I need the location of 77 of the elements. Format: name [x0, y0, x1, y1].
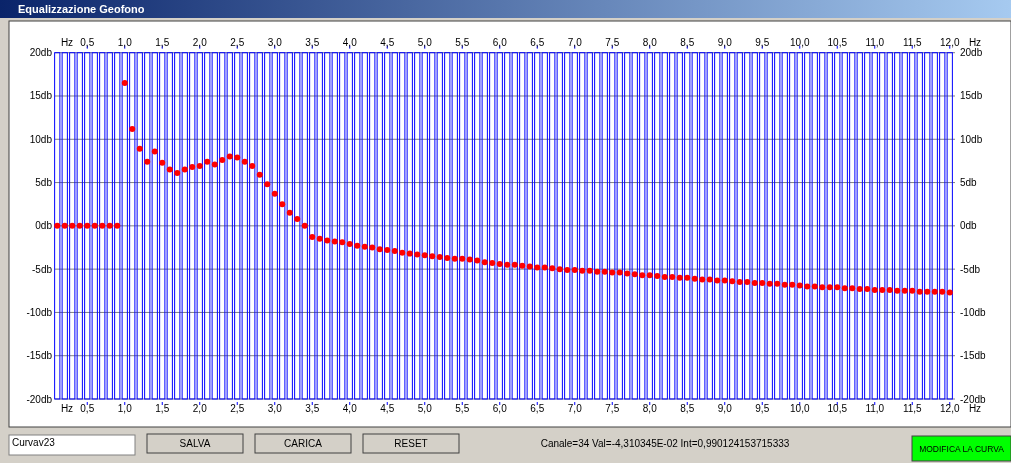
x-tick-label: 6,0	[492, 403, 508, 414]
x2-tick-label: 7,0	[567, 37, 583, 48]
x2-tick-label: 2,0	[192, 37, 208, 48]
x2-tick-label: 9,5	[755, 37, 770, 48]
x2-tick-label: 10,0	[790, 37, 810, 48]
y2-tick-label: 20db	[960, 47, 983, 59]
x2-tick-label: 2,5	[230, 37, 245, 48]
x-tick-label: 5,5	[455, 403, 470, 414]
y2-tick-label: 0db	[960, 220, 978, 232]
x-tick-label: 7,5	[605, 403, 620, 414]
x-tick-label: 6,5	[530, 403, 545, 414]
x-tick-label: 8,5	[680, 403, 695, 414]
x2-tick-label: 5,5	[455, 37, 470, 48]
x-tick-label: 12,0	[940, 403, 960, 414]
x-tick-label: 2,5	[230, 403, 245, 414]
x2-tick-label: 0,5	[80, 37, 95, 48]
text: Canale=34 Val=-4,310345E-02 Int=0,990124153715333	[540, 438, 790, 449]
x2-tick-label: 11,5	[902, 37, 923, 48]
chart-title: Equalizzazione Geofono	[18, 3, 145, 15]
y2-tick-label: 15db	[960, 90, 983, 102]
text: MODIFICA LA CURVA	[919, 444, 1005, 454]
x-tick-label: 1,0	[117, 403, 133, 414]
x-tick-label: 11,5	[902, 403, 923, 414]
x2-tick-label: 3,0	[267, 37, 283, 48]
y2-tick-label: -5db	[960, 263, 981, 275]
x2-tick-label: 6,0	[492, 37, 508, 48]
text: Hz	[968, 37, 982, 48]
y-tick-label: -20db	[26, 393, 53, 405]
y2-tick-label: -10db	[960, 306, 987, 318]
y2-tick-label: -15db	[960, 350, 987, 362]
x-tick-label: 9,0	[717, 403, 733, 414]
x-tick-label: 7,0	[567, 403, 583, 414]
x-tick-label: 0,5	[80, 403, 95, 414]
x2-tick-label: 1,0	[117, 37, 133, 48]
x2-tick-label: 12,0	[940, 37, 960, 48]
text: Curvav23	[12, 437, 56, 448]
y-tick-label: 10db	[29, 133, 53, 145]
x-tick-label: 11,0	[865, 403, 885, 414]
x2-tick-label: 4,5	[380, 37, 395, 48]
x-tick-label: 2,0	[192, 403, 208, 414]
x2-tick-label: 1,5	[155, 37, 170, 48]
text: SALVA	[179, 438, 211, 449]
x2-tick-label: 8,0	[642, 37, 658, 48]
x2-tick-label: 4,0	[342, 37, 358, 48]
x-tick-label: 10,0	[790, 403, 810, 414]
x-tick-label: 9,5	[755, 403, 770, 414]
text: Hz	[968, 403, 982, 414]
y-tick-label: 20db	[29, 47, 53, 59]
x2-tick-label: 5,0	[417, 37, 433, 48]
x-tick-label: 4,5	[380, 403, 395, 414]
x-axis-title: Hz	[60, 403, 74, 414]
y2-tick-label: 10db	[960, 133, 983, 145]
text: RESET	[394, 438, 428, 449]
y2-tick-label: 5db	[960, 177, 978, 189]
y-tick-label: 5db	[35, 177, 53, 189]
y-tick-label: -5db	[31, 263, 53, 275]
y-tick-label: 15db	[29, 90, 53, 102]
x2-axis-title: Hz	[60, 37, 74, 48]
x2-tick-label: 7,5	[605, 37, 620, 48]
y-tick-label: -15db	[26, 350, 53, 362]
x2-tick-label: 6,5	[530, 37, 545, 48]
x-tick-label: 8,0	[642, 403, 658, 414]
x-tick-label: 5,0	[417, 403, 433, 414]
x-tick-label: 4,0	[342, 403, 358, 414]
x2-tick-label: 11,0	[865, 37, 885, 48]
y-tick-label: 0db	[35, 220, 53, 232]
x2-tick-label: 9,0	[717, 37, 733, 48]
x-tick-label: 3,0	[267, 403, 283, 414]
x2-tick-label: 10,5	[827, 37, 848, 48]
x-tick-label: 3,5	[305, 403, 320, 414]
text: CARICA	[284, 438, 323, 449]
x2-tick-label: 3,5	[305, 37, 320, 48]
x-tick-label: 1,5	[155, 403, 170, 414]
y-tick-label: -10db	[26, 306, 53, 318]
y2-tick-label: -20db	[960, 393, 987, 405]
x2-tick-label: 8,5	[680, 37, 695, 48]
x-tick-label: 10,5	[827, 403, 848, 414]
